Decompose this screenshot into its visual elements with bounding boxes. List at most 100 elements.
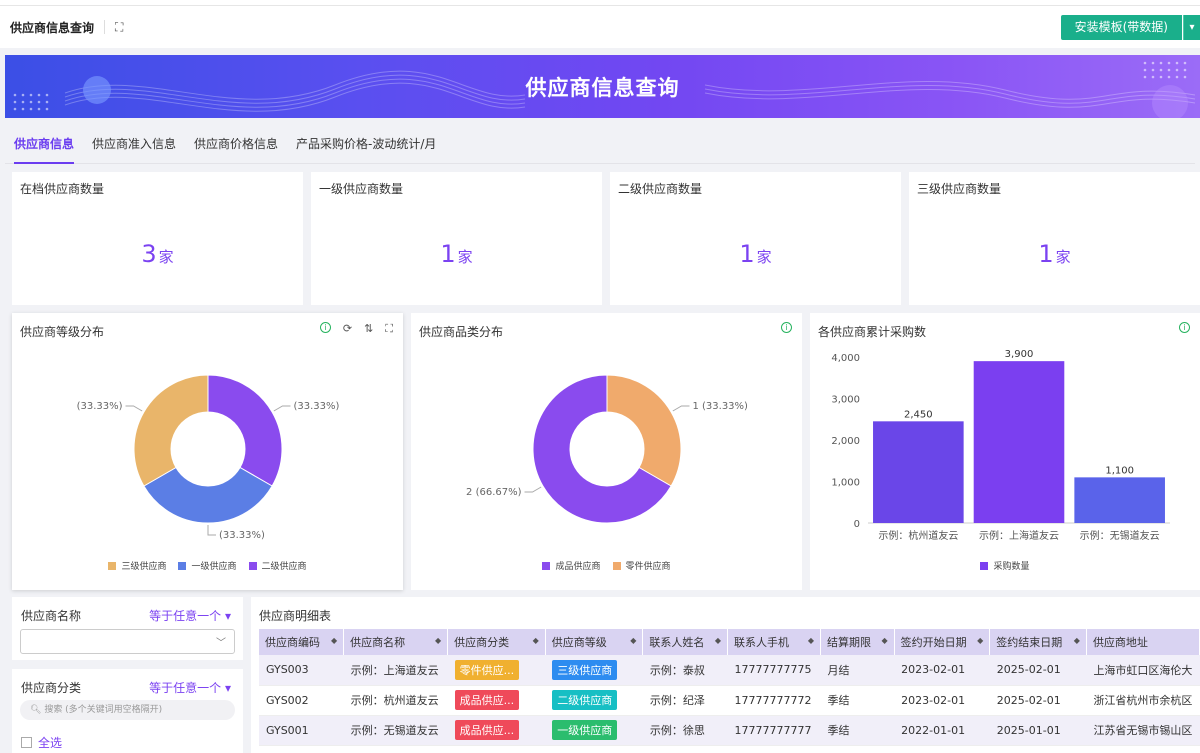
x-tick-label: 示例：无锡道友云	[1080, 529, 1160, 542]
column-header[interactable]: 供应商分类 ◆	[447, 629, 546, 655]
table-cell-end: 2025-01-01	[989, 715, 1087, 746]
kpi-number: 1	[440, 240, 456, 268]
sort-icon[interactable]: ◆	[1073, 636, 1080, 645]
filter-label: 供应商分类	[21, 681, 82, 695]
bar[interactable]	[873, 421, 964, 523]
filter-label: 供应商名称	[21, 609, 82, 623]
chevron-down-icon[interactable]: ▾	[1183, 15, 1200, 40]
sort-icon[interactable]: ◆	[881, 636, 888, 645]
bar[interactable]	[973, 361, 1065, 523]
category-tag: 零件供应...	[454, 659, 520, 680]
column-header[interactable]: 供应商编码 ◆	[259, 629, 345, 655]
legend-item[interactable]: 二级供应商	[248, 559, 307, 572]
grade-tag: 一级供应商	[552, 720, 618, 740]
kpi-unit: 家	[158, 248, 174, 266]
supplier-name-select[interactable]: ﹀	[20, 629, 235, 654]
panel-title: 各供应商累计采购数	[818, 325, 927, 339]
sort-icon[interactable]: ⇅	[364, 322, 374, 335]
info-icon[interactable]: i	[781, 322, 792, 333]
y-tick-label: 2,000	[831, 436, 860, 447]
x-tick-label: 示例：杭州道友云	[878, 529, 958, 542]
filter-mode-dropdown[interactable]: 等于任意一个 ▾	[149, 607, 231, 624]
column-header[interactable]: 联系人手机 ◆	[727, 629, 821, 655]
kpi-label: 一级供应商数量	[319, 182, 404, 196]
bar-value-label: 2,450	[904, 409, 933, 420]
legend-label: 三级供应商	[121, 562, 167, 572]
column-header[interactable]: 签约开始日期 ◆	[894, 629, 991, 655]
checkbox-box[interactable]	[21, 737, 32, 748]
column-header[interactable]: 供应商名称 ◆	[343, 629, 449, 655]
grade-tag: 三级供应商	[552, 659, 618, 680]
column-header[interactable]: 供应商地址	[1086, 629, 1200, 655]
tab-supplier-price[interactable]: 供应商价格信息	[194, 136, 279, 151]
select-all-checkbox[interactable]: 全选	[21, 734, 62, 751]
table-cell-end: 2025-02-01	[989, 655, 1087, 686]
filter-mode-dropdown[interactable]: 等于任意一个 ▾	[149, 679, 231, 696]
label-leader-line	[524, 486, 542, 493]
legend-item[interactable]: 三级供应商	[108, 559, 166, 572]
column-header[interactable]: 供应商等级 ◆	[545, 629, 644, 655]
table-cell-phone: 17777777772	[727, 685, 821, 716]
table-cell-category: 成品供应...	[447, 685, 546, 716]
banner-decoration	[13, 61, 1196, 118]
legend-item[interactable]: 采购数量	[980, 559, 1030, 572]
pie-data-label: 1 (33.33%)	[692, 401, 748, 412]
table-cell-code: GYS001	[259, 715, 344, 746]
y-tick-label: 3,000	[831, 395, 860, 406]
pie-slice[interactable]	[143, 466, 273, 524]
legend-swatch	[542, 561, 551, 570]
bar-value-label: 3,900	[1005, 349, 1034, 360]
column-header[interactable]: 联系人姓名 ◆	[642, 629, 729, 655]
refresh-icon[interactable]: ⟳	[342, 322, 353, 335]
pie-slice[interactable]	[606, 374, 682, 487]
info-icon[interactable]: i	[1179, 322, 1190, 333]
sort-icon[interactable]: ◆	[532, 636, 539, 645]
banner-title: 供应商信息查询	[525, 76, 680, 100]
table-row[interactable]: GYS003 示例：上海道友云 零件供应... 三级供应商 示例：泰叔 177777777…	[259, 655, 1200, 686]
kpi-number: 1	[1038, 240, 1054, 268]
category-search-input[interactable]: 🔍︎ 搜索 (多个关键词用空格隔开)	[20, 700, 235, 720]
sort-icon[interactable]: ◆	[331, 636, 338, 645]
tab-supplier-info[interactable]: 供应商信息	[14, 122, 75, 164]
y-tick-label: 1,000	[831, 478, 860, 489]
fullscreen-icon[interactable]: ⛶	[115, 19, 124, 34]
column-header[interactable]: 结算期限 ◆	[820, 629, 895, 655]
table-cell-start: 2023-02-01	[894, 685, 990, 716]
table-row[interactable]: GYS002 示例：杭州道友云 成品供应... 二级供应商 示例：纪泽 177777777…	[259, 685, 1200, 716]
kpi-number: 3	[141, 240, 157, 268]
column-header[interactable]: 签约结束日期 ◆	[989, 629, 1087, 655]
y-tick-label: 4,000	[831, 353, 860, 364]
grade-tag: 二级供应商	[552, 690, 618, 710]
fullscreen-icon[interactable]: ⛶	[385, 322, 393, 335]
tab-supplier-admission[interactable]: 供应商准入信息	[92, 136, 177, 151]
pie-slice[interactable]	[532, 374, 672, 524]
legend-item[interactable]: 一级供应商	[178, 559, 237, 572]
table-row[interactable]: GYS001 示例：无锡道友云 成品供应... 一级供应商 示例：徐思 177777777…	[259, 715, 1200, 746]
sort-icon[interactable]: ◆	[977, 636, 984, 645]
legend-item[interactable]: 零件供应商	[612, 559, 671, 572]
legend-swatch	[980, 561, 989, 570]
legend-label: 采购数量	[993, 562, 1030, 572]
filter-mode-label: 等于任意一个	[149, 681, 222, 695]
legend-swatch	[178, 561, 187, 570]
pie-slice[interactable]	[133, 374, 209, 487]
sort-icon[interactable]: ◆	[714, 636, 722, 645]
kpi-label: 在档供应商数量	[20, 182, 105, 196]
table-cell-term: 季结	[820, 685, 895, 716]
install-template-button[interactable]: 安装模板(带数据)	[1060, 15, 1182, 40]
legend-swatch	[108, 561, 117, 570]
column-header-label: 供应商编码	[265, 636, 320, 649]
legend-item[interactable]: 成品供应商	[542, 559, 601, 572]
filter-mode-label: 等于任意一个	[149, 609, 222, 623]
pie-slice[interactable]	[207, 374, 283, 487]
sort-icon[interactable]: ◆	[807, 636, 814, 645]
supplier-detail-table-panel: 供应商明细表 供应商编码 ◆ 供应商名称 ◆ 供应商分类 ◆ 供应商等级 ◆ 联系人姓名…	[251, 597, 1200, 753]
sort-icon[interactable]: ◆	[630, 636, 637, 645]
info-icon[interactable]: i	[319, 322, 331, 333]
bar[interactable]	[1074, 477, 1165, 523]
sort-icon[interactable]: ◆	[434, 636, 442, 645]
top-strip	[0, 0, 1200, 6]
tab-price-fluctuation[interactable]: 产品采购价格-波动统计/月	[296, 136, 437, 151]
